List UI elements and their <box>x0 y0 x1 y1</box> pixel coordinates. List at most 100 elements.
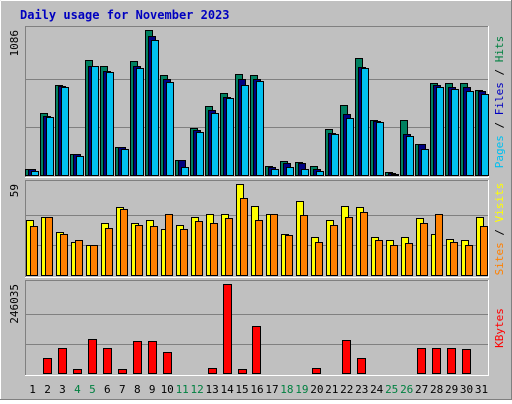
chart-title: Daily usage for November 2023 <box>20 8 230 22</box>
bar-pages-day-21 <box>331 134 339 176</box>
bar-sites-day-4 <box>75 240 83 276</box>
bar-kbytes-day-13 <box>208 368 217 374</box>
bar-sites-day-12 <box>195 221 203 276</box>
x-tick-label-day-18: 18 <box>280 383 293 396</box>
bar-sites-day-22 <box>345 217 353 276</box>
x-tick-label-day-3: 3 <box>59 383 66 396</box>
bar-kbytes-day-10 <box>163 352 172 374</box>
x-tick-label-day-20: 20 <box>310 383 323 396</box>
bar-sites-day-5 <box>90 245 98 276</box>
x-tick-label-day-8: 8 <box>134 383 141 396</box>
bar-kbytes-day-5 <box>88 339 97 374</box>
panel-visits-sites: 59 Sites / Visits <box>8 180 506 278</box>
x-tick-label-day-10: 10 <box>161 383 174 396</box>
bar-sites-day-29 <box>450 242 458 276</box>
series-legend: KBytes <box>493 308 506 348</box>
bar-kbytes-day-16 <box>252 326 261 374</box>
bar-pages-day-5 <box>91 66 99 176</box>
x-tick-label-day-15: 15 <box>235 383 248 396</box>
bar-sites-day-2 <box>45 217 53 276</box>
x-tick-label-day-19: 19 <box>295 383 308 396</box>
bar-kbytes-day-2 <box>43 358 52 374</box>
x-tick-label-day-24: 24 <box>370 383 384 396</box>
bar-pages-day-28 <box>436 87 444 176</box>
x-tick-label-day-22: 22 <box>340 383 353 396</box>
bar-pages-day-17 <box>271 169 279 176</box>
y-max-label: 246035 <box>8 284 21 324</box>
x-tick-label-day-23: 23 <box>355 383 368 396</box>
bar-pages-day-20 <box>316 171 324 176</box>
bar-sites-day-16 <box>255 220 263 276</box>
bar-pages-day-22 <box>346 118 354 176</box>
bar-pages-day-25 <box>391 174 399 176</box>
bar-sites-day-26 <box>405 243 413 276</box>
bar-kbytes-day-28 <box>432 348 441 374</box>
bar-sites-day-8 <box>135 225 143 276</box>
series-legend-entry: Files <box>493 82 506 115</box>
x-tick-label-day-29: 29 <box>445 383 458 396</box>
bar-sites-day-13 <box>210 223 218 276</box>
x-tick-label-day-30: 30 <box>460 383 473 396</box>
x-tick-label-day-28: 28 <box>430 383 443 396</box>
bar-pages-day-4 <box>76 156 84 176</box>
bar-kbytes-day-15 <box>238 369 247 374</box>
x-tick-label-day-9: 9 <box>149 383 156 396</box>
bar-pages-day-19 <box>301 169 309 176</box>
bar-pages-day-18 <box>286 167 294 176</box>
bar-kbytes-day-30 <box>462 349 471 374</box>
x-tick-label-day-11: 11 <box>176 383 189 396</box>
bar-sites-day-19 <box>300 215 308 276</box>
bar-pages-day-8 <box>136 68 144 176</box>
bar-pages-day-23 <box>361 68 369 176</box>
y-max-label: 1086 <box>8 30 21 57</box>
series-legend-entry: / <box>493 115 506 135</box>
bar-sites-day-7 <box>120 209 128 276</box>
bar-sites-day-1 <box>30 226 38 276</box>
x-tick-label-day-6: 6 <box>104 383 111 396</box>
series-legend-entry: Hits <box>493 36 506 63</box>
bar-sites-day-14 <box>225 218 233 276</box>
x-tick-label-day-14: 14 <box>220 383 234 396</box>
bar-pages-day-1 <box>31 171 39 176</box>
bar-pages-day-11 <box>181 167 189 176</box>
x-tick-label-day-25: 25 <box>385 383 398 396</box>
bar-sites-day-17 <box>270 214 278 276</box>
bar-sites-day-11 <box>180 229 188 276</box>
x-tick-label-day-17: 17 <box>265 383 278 396</box>
bar-pages-day-2 <box>46 117 54 176</box>
bar-sites-day-25 <box>390 245 398 276</box>
panel-hits-files-pages: 1086 Pages / Files / Hits <box>8 26 506 178</box>
bar-pages-day-27 <box>421 149 429 176</box>
x-tick-label-day-26: 26 <box>400 383 413 396</box>
series-legend-entry: KBytes <box>493 308 506 348</box>
bar-kbytes-day-22 <box>342 340 351 374</box>
bar-pages-day-26 <box>406 136 414 176</box>
bar-sites-day-28 <box>435 214 443 276</box>
bar-kbytes-day-23 <box>357 358 366 374</box>
series-legend-entry: Visits <box>493 183 506 223</box>
bar-pages-day-29 <box>451 89 459 176</box>
x-tick-label-day-13: 13 <box>205 383 218 396</box>
series-legend-entry: / <box>493 222 506 242</box>
x-tick-label-day-12: 12 <box>190 383 203 396</box>
bar-pages-day-13 <box>211 113 219 176</box>
bar-pages-day-15 <box>241 85 249 176</box>
bar-kbytes-day-6 <box>103 348 112 374</box>
series-legend: Pages / Files / Hits <box>493 36 506 169</box>
panel-kbytes: 246035 KBytes <box>8 280 506 376</box>
bar-kbytes-day-7 <box>118 369 127 374</box>
chart-panels: 1086 Pages / Files / Hits 59 Sites / Visits… <box>8 26 506 376</box>
bar-sites-day-24 <box>375 240 383 276</box>
x-tick-label-day-16: 16 <box>250 383 263 396</box>
bar-kbytes-day-29 <box>447 348 456 374</box>
bar-kbytes-day-20 <box>312 368 321 374</box>
x-tick-label-day-7: 7 <box>119 383 126 396</box>
bar-pages-day-14 <box>226 98 234 176</box>
bar-sites-day-9 <box>150 226 158 276</box>
bar-pages-day-12 <box>196 132 204 176</box>
bar-pages-day-24 <box>376 122 384 176</box>
bar-sites-day-30 <box>465 245 473 276</box>
bar-sites-day-20 <box>315 242 323 276</box>
